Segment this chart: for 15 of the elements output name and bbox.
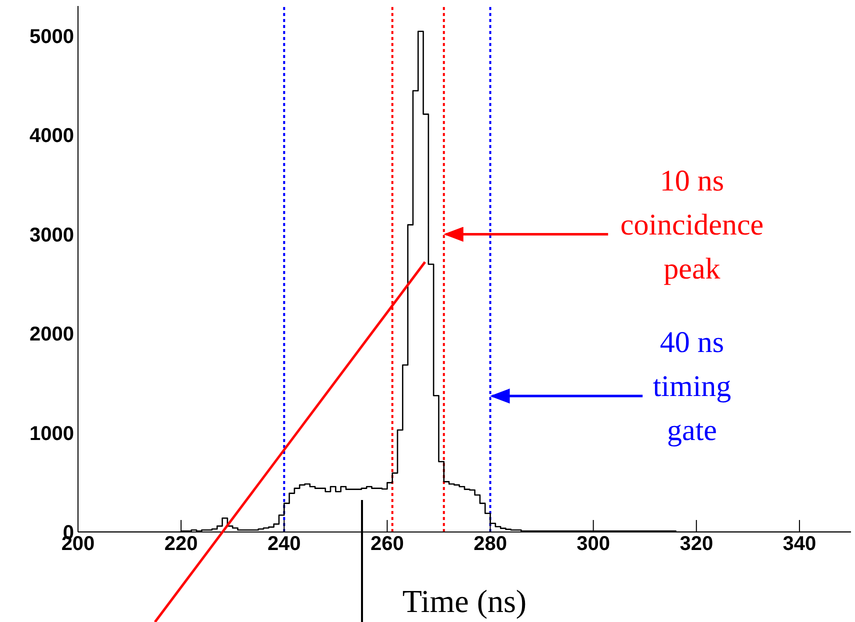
x-tick-label: 280 bbox=[474, 533, 507, 556]
x-tick-label: 240 bbox=[267, 533, 301, 556]
y-tick-label: 4000 bbox=[30, 125, 74, 148]
x-tick-label: 220 bbox=[164, 533, 198, 556]
y-tick-label: 5000 bbox=[30, 26, 74, 48]
x-axis-title: Time (ns) bbox=[402, 583, 527, 619]
x-tick-label: 320 bbox=[680, 533, 714, 556]
x-tick-label: 300 bbox=[576, 533, 610, 556]
y-tick-label: 2000 bbox=[30, 324, 74, 346]
y-tick-label: 3000 bbox=[30, 224, 74, 246]
annotation: 40 ns timing gate bbox=[652, 326, 732, 448]
x-tick-label: 340 bbox=[782, 533, 816, 556]
annotation: 10 ns coincidence peak bbox=[620, 164, 764, 286]
x-tick-label: 260 bbox=[370, 533, 404, 556]
y-tick-label: 1000 bbox=[30, 422, 74, 445]
